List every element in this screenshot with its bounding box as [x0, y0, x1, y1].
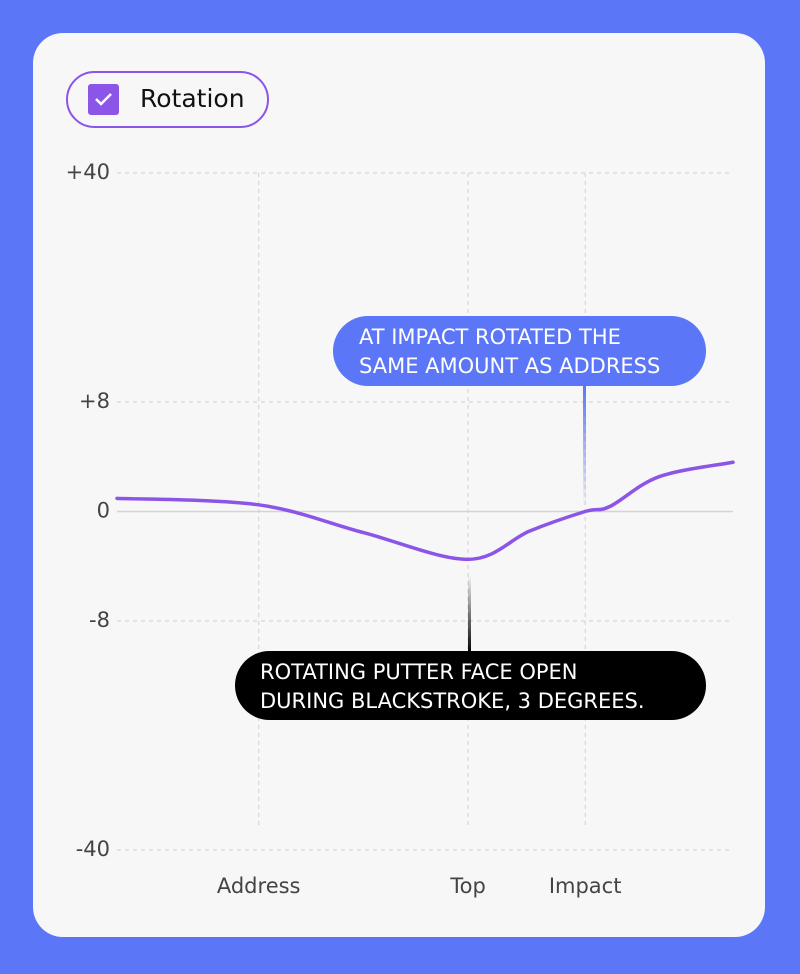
annotation-text: ROTATING PUTTER FACE OPEN: [260, 660, 578, 684]
x-tick-label: Impact: [549, 874, 622, 898]
x-tick-label: Address: [217, 874, 301, 898]
annotation-connector: [583, 386, 586, 506]
annotation: AT IMPACT ROTATED THE SAME AMOUNT AS ADD…: [333, 316, 706, 506]
annotation-text: SAME AMOUNT AS ADDRESS: [359, 354, 660, 378]
legend-label: Rotation: [140, 84, 245, 113]
annotation: ROTATING PUTTER FACE OPEN DURING BLACKST…: [235, 575, 706, 720]
y-tick-label: -40: [76, 837, 110, 861]
legend[interactable]: Rotation: [66, 71, 269, 128]
x-tick-label: Top: [449, 874, 485, 898]
card: [33, 33, 765, 937]
legend-checkbox[interactable]: [88, 84, 119, 115]
annotation-connector: [468, 575, 471, 653]
check-icon: [95, 93, 112, 106]
y-tick-label: +8: [79, 389, 110, 413]
annotation-box: [333, 316, 706, 386]
annotation-text: AT IMPACT ROTATED THE: [359, 325, 621, 349]
y-tick-label: -8: [89, 608, 110, 632]
y-tick-label: 0: [97, 499, 110, 523]
annotation-box: [235, 651, 706, 720]
annotation-text: DURING BLACKSTROKE, 3 DEGREES.: [260, 689, 645, 713]
y-tick-label: +40: [66, 160, 110, 184]
line: [115, 460, 735, 562]
